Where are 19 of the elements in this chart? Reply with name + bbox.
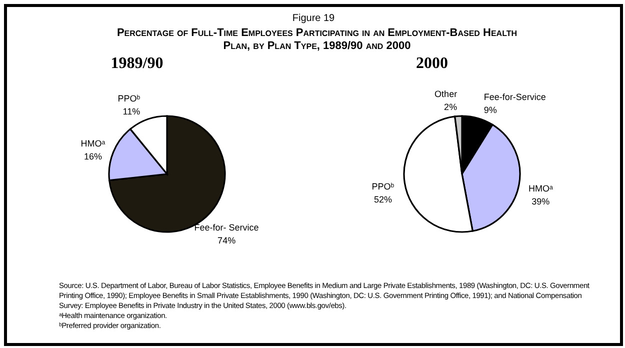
- data-label: 11%: [122, 106, 140, 117]
- data-label: 9%: [484, 105, 497, 116]
- slice-label: HMOᵃ: [528, 184, 554, 194]
- pie-slice: [108, 115, 226, 233]
- slice-label: HMOᵃ: [80, 138, 106, 149]
- slice-label: Fee-for- Service: [194, 222, 259, 232]
- slice-label: Fee-for-Service: [484, 92, 546, 102]
- data-label: 52%: [374, 194, 392, 204]
- data-label: 74%: [218, 235, 236, 246]
- caption: Figure 19: [291, 13, 336, 24]
- data-label: 2%: [444, 102, 458, 112]
- text: Percentage of Full-Time Employees Participating in an Employment-Based Health Plan, by Plan Type, 1989/90 and 2000: [116, 27, 518, 53]
- slice-label: PPOᵇ: [372, 181, 395, 192]
- slice-label: PPOᵇ: [118, 94, 141, 104]
- data-label: 16%: [84, 152, 102, 162]
- data-label: 39%: [532, 196, 550, 207]
- chart-title: 1989/90: [110, 55, 164, 72]
- chart-title: 2000: [416, 55, 448, 72]
- slice-label: Other: [434, 89, 458, 100]
